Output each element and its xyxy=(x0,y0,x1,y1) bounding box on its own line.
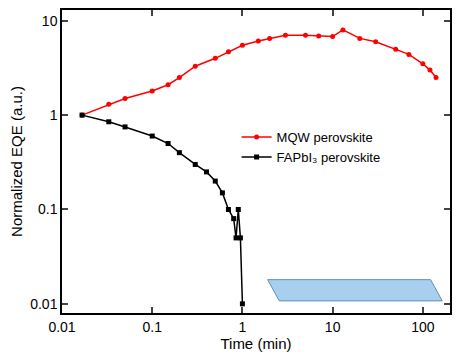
svg-text:1: 1 xyxy=(239,319,247,335)
svg-text:0.01: 0.01 xyxy=(48,319,75,335)
svg-text:0.1: 0.1 xyxy=(142,319,162,335)
svg-text:10: 10 xyxy=(42,13,58,29)
svg-text:Time (min): Time (min) xyxy=(220,335,291,352)
svg-text:100: 100 xyxy=(411,319,435,335)
svg-text:FAPbI₃ perovskite: FAPbI₃ perovskite xyxy=(277,150,381,165)
svg-text:MQW perovskite: MQW perovskite xyxy=(277,130,373,145)
svg-text:10: 10 xyxy=(325,319,341,335)
svg-text:1: 1 xyxy=(50,107,58,123)
svg-text:0.01: 0.01 xyxy=(30,296,57,312)
svg-text:0.1: 0.1 xyxy=(38,201,58,217)
svg-text:Normalized EQE (a.u.): Normalized EQE (a.u.) xyxy=(8,86,25,237)
